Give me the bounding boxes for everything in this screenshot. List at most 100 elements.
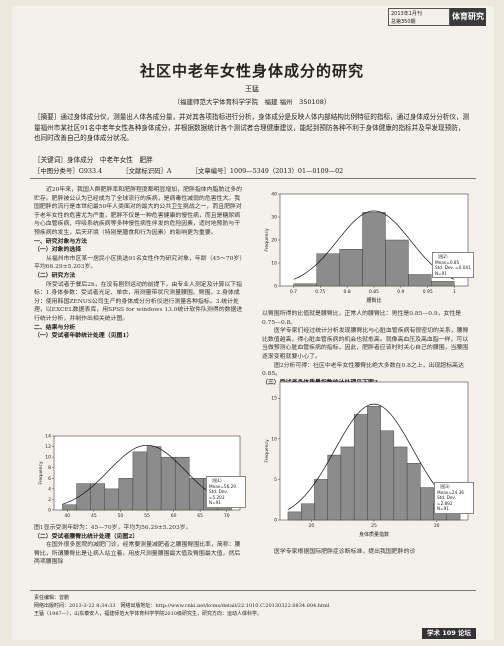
editor-line: 责任编辑：曾鹏 <box>34 595 70 601</box>
histogram-bar <box>393 446 408 521</box>
paragraph: 图2分析可得：社区中老年女性腰臀比绝大多数在0.8之上，出现超标高达0.85。 <box>262 362 464 378</box>
histogram-bar <box>90 483 105 511</box>
figure-legend: （图1） Mean=56.29 Std. Dev. =5.203 N=91 <box>206 476 246 508</box>
issue-line1: 2013年1月刊 <box>391 11 422 17</box>
paragraph: 医学专家根据国际肥胖症诊断标准，提出我国肥胖的诊 <box>274 549 416 555</box>
intro-paragraph: 近20年来，我国人群肥胖率和肥胖程度都明显增加，肥胖指体内脂肪过多的贮存。肥胖被… <box>34 187 242 236</box>
author-bio: 王猛（1987—），山东泰安人，福建师范大学体育科学学院2010级研究生，研究方… <box>34 611 262 617</box>
legend-stat: Mean=24.36 <box>437 489 464 495</box>
y-tick-label: 2 <box>48 497 51 503</box>
y-axis-label: Frequency <box>38 461 44 485</box>
x-tick-label: 65 <box>197 513 203 519</box>
right-column-top: 以臀围所得的比值就是腰臀比，正常人的腰臀比：男性是0.85—0.9，女性是0.7… <box>262 310 474 387</box>
right-column-bottom: 医学专家根据国际肥胖症诊断标准，提出我国肥胖的诊 <box>262 548 474 557</box>
histogram-bar <box>406 462 421 521</box>
histogram-bar <box>314 479 328 521</box>
histogram-bar <box>316 253 340 287</box>
histogram-bar <box>353 414 368 521</box>
subsection-heading: （一）对象的选择 <box>34 246 82 254</box>
subsection-heading: （一）受试者年龄统计处理（见图1） <box>34 332 133 340</box>
y-tick-label: 0 <box>48 508 51 514</box>
paragraph: 在国外很多医院的减肥门诊，经常要测量减肥者之腰围臀围比率，简称：腰臀比，所谓腰臀… <box>34 542 241 566</box>
histogram-bar <box>431 281 455 287</box>
x-tick-label: 45 <box>91 513 97 519</box>
figure-legend: （图2） Mean=0.85 Std. Dev. =0.041 N=91 <box>432 252 474 278</box>
doc-code: ［文献标识码］A <box>122 167 172 175</box>
figure-label: （图3） <box>437 484 453 489</box>
normal-curve <box>287 403 461 510</box>
histogram-bar <box>362 212 386 287</box>
classification-line: ［中图分类号］G933.4 ［文献标识码］A ［文章编号］1009—5349（2… <box>34 166 470 175</box>
clc-number: ［中图分类号］G933.4 <box>34 167 103 175</box>
figure-legend: （图3） Mean=24.36 Std. Dev. =2.892 N=91 <box>434 482 474 514</box>
histogram-svg: 0 5 10 15 20 25 30 Frequency 身体质量指数 <box>264 381 469 538</box>
left-column-bottom: 图1显示受测年龄为：45—70岁，平均为56.29±5.203岁。 （二）受试者… <box>34 524 246 567</box>
figure-3-bmi-histogram: 0 5 10 15 20 25 30 Frequency 身体质量指数 （图3） Mean=24.3… <box>262 378 474 538</box>
histogram-svg: 0 2 4 6 8 10 12 14 40 45 50 55 60 65 70 Frequency <box>38 434 241 519</box>
x-tick-label: 20 <box>308 523 314 529</box>
histogram-bar <box>118 478 134 511</box>
section-tag: 体育研究 <box>450 8 486 26</box>
footer-divider <box>30 590 476 591</box>
issue-line2: 总第350期 <box>391 19 416 25</box>
x-axis-label: 身体质量指数 <box>359 531 389 538</box>
legend-stat: Std. Dev. =2.892 <box>437 495 456 506</box>
histogram-bar <box>380 430 395 521</box>
legend-stat: N=91 <box>437 506 449 511</box>
y-tick-label: 10 <box>45 455 51 461</box>
histogram-bar <box>367 406 381 521</box>
x-axis-label: 腰臀比 <box>366 297 381 304</box>
x-tick-label: 50 <box>118 513 124 519</box>
legend-stat: Std. Dev. =0.041 <box>435 265 471 270</box>
histogram-bar <box>420 487 434 521</box>
y-tick-label: 4 <box>48 486 51 492</box>
y-tick-label: 0 <box>274 518 277 524</box>
x-tick-label: 70 <box>224 513 230 519</box>
y-tick-label: 6 <box>48 476 51 482</box>
histogram-bar <box>146 446 162 511</box>
paragraph: 所受试者于餐后2h，在没有剧烈运动的前提下，由专业人测定及计算以下指标：1.身体… <box>34 281 243 322</box>
section-heading: 二、结果与分析 <box>34 323 76 331</box>
y-tick-label: 10 <box>271 436 277 442</box>
histogram-bar <box>340 446 355 521</box>
article-number: ［文章编号］1009—5349（2013）01—0109—02 <box>191 167 344 175</box>
online-publication-line: 网络出版时间：2013-3-22 8:34:33 网络出版地址：http://w… <box>34 603 330 609</box>
subsection-heading: （二）研究方法 <box>34 271 76 279</box>
y-tick-label: 10 <box>271 261 277 267</box>
left-column-top: 近20年来，我国人群肥胖率和肥胖程度都明显增加，肥胖指体内脂肪过多的贮存。肥胖被… <box>34 186 246 341</box>
histogram-bar <box>408 274 432 287</box>
paper-page <box>12 6 494 640</box>
x-tick-label: 30 <box>434 523 440 529</box>
legend-stat: N=91 <box>209 500 221 505</box>
y-axis-label: Frequency <box>264 228 270 252</box>
y-tick-label: 30 <box>271 215 277 221</box>
x-tick-label: 0.85 <box>369 289 379 295</box>
paper-title: 社区中老年女性身体成分的研究 <box>139 62 364 80</box>
x-tick-label: 0.95 <box>423 289 433 295</box>
histogram-svg: 0 10 20 30 40 0.7 0.75 0.8 0.85 0.9 0.95 1 Frequency… <box>264 192 469 304</box>
x-tick-label: 0.9 <box>397 289 404 295</box>
figure-label: （图2） <box>435 254 451 259</box>
y-tick-label: 0 <box>274 284 277 290</box>
affiliation: （福建师范大学体育科学学院 福建 福州 350108） <box>173 98 331 106</box>
histogram-bar <box>160 456 176 511</box>
figure-2-whr-histogram: 0 10 20 30 40 0.7 0.75 0.8 0.85 0.9 0.95 1 Frequency… <box>262 190 474 304</box>
histogram-bar <box>385 239 409 287</box>
legend-stat: Std. Dev. =5.203 <box>209 489 228 500</box>
section-heading: 一、研究对象与方法 <box>34 237 88 245</box>
figure-1-age-histogram: 0 2 4 6 8 10 12 14 40 45 50 55 60 65 70 Frequency （图1） Me… <box>36 432 246 522</box>
issue-info-box: 2013年1月刊 总第350期 <box>388 8 450 26</box>
paragraph: 从福州市市区某一居民小区挑选91名女性作为研究对象，年龄（45～70岁）平均66… <box>34 255 246 271</box>
author: 王猛 <box>245 85 259 93</box>
y-tick-label: 8 <box>48 465 51 471</box>
x-tick-label: 55 <box>144 513 150 519</box>
histogram-bar <box>104 488 120 511</box>
subsection-heading: （二）受试者腰臀比统计处理（见图2） <box>34 532 139 540</box>
x-tick-label: 0.8 <box>344 289 351 295</box>
page-badge: 学术 109 论坛 <box>422 628 476 639</box>
y-tick-label: 20 <box>271 238 277 244</box>
divider <box>30 178 476 179</box>
histogram-bar <box>132 451 148 511</box>
abstract: ［摘要］通过身体成分仪，测量出人体各成分量，并对其各项指标进行分析，身体成分是反… <box>34 113 470 142</box>
legend-stat: Mean=56.29 <box>209 483 236 489</box>
